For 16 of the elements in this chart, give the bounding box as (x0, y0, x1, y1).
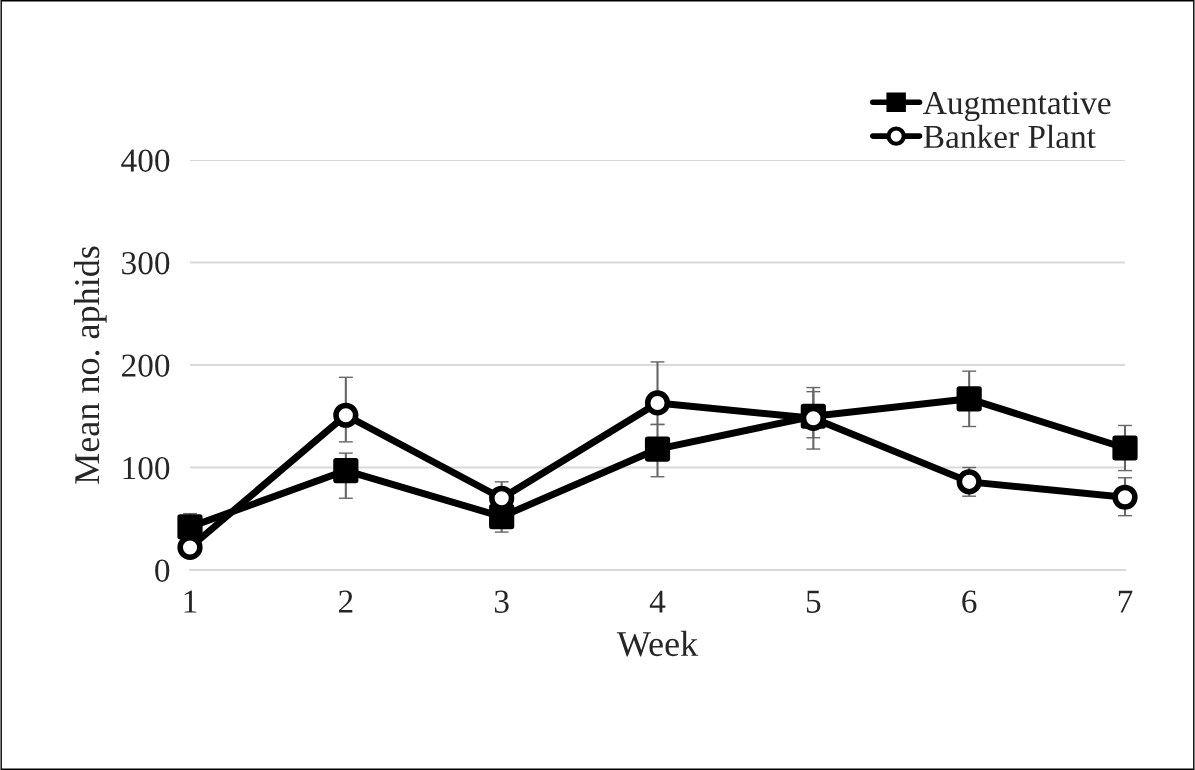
y-tick-label: 400 (121, 149, 170, 172)
y-tick-label: 300 (122, 251, 170, 275)
x-tick-label: 1 (184, 590, 197, 613)
legend-label: Banker Plant (923, 124, 1096, 149)
x-axis-title: Week (616, 630, 699, 657)
y-tick-label: 200 (122, 354, 170, 377)
y-axis-title: Mean no. aphids (73, 246, 107, 484)
x-tick-label: 5 (806, 590, 821, 613)
y-tick-label: 100 (123, 456, 170, 480)
x-tick-label: 6 (962, 590, 977, 613)
legend-label: Augmentative (923, 91, 1111, 122)
y-tick-label: 0 (155, 559, 170, 582)
x-tick-label: 7 (1118, 590, 1133, 613)
x-tick-label: 3 (494, 590, 509, 613)
x-tick-label: 4 (649, 590, 666, 613)
x-tick-label: 2 (338, 590, 353, 613)
